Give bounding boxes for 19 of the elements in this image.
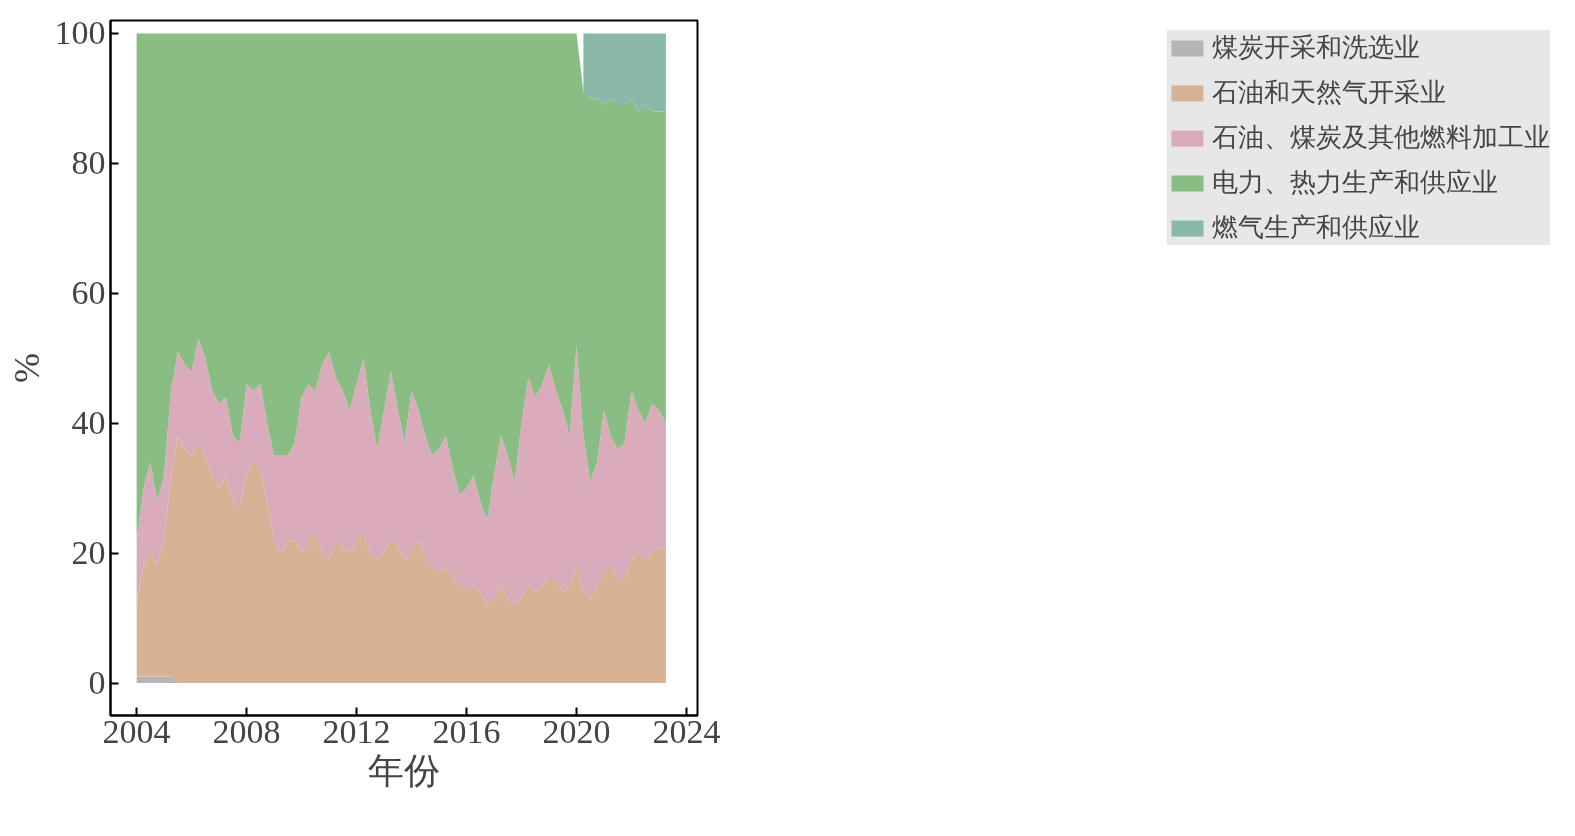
legend-label: 煤炭开采和洗选业 — [1212, 31, 1420, 64]
x-tick-label: 2024 — [652, 712, 721, 750]
x-tick-label: 2004 — [102, 712, 171, 750]
y-tick-label: 40 — [71, 404, 106, 442]
y-axis-title: % — [6, 352, 47, 383]
y-tick-label: 20 — [71, 534, 106, 572]
legend-label: 石油、煤炭及其他燃料加工业 — [1212, 121, 1550, 154]
y-tick-label: 80 — [71, 144, 106, 182]
x-tick-label: 2016 — [432, 712, 501, 750]
y-tick-label: 60 — [71, 274, 106, 312]
legend-label: 燃气生产和供应业 — [1212, 211, 1420, 244]
y-tick-label: 100 — [54, 14, 106, 52]
x-tick-label: 2020 — [542, 712, 611, 750]
legend-label: 电力、热力生产和供应业 — [1212, 166, 1498, 199]
legend-label: 石油和天然气开采业 — [1212, 76, 1446, 109]
x-tick-label: 2008 — [212, 712, 281, 750]
x-axis-title: 年份 — [368, 750, 440, 791]
y-tick-label: 0 — [88, 664, 106, 702]
x-tick-label: 2012 — [322, 712, 391, 750]
